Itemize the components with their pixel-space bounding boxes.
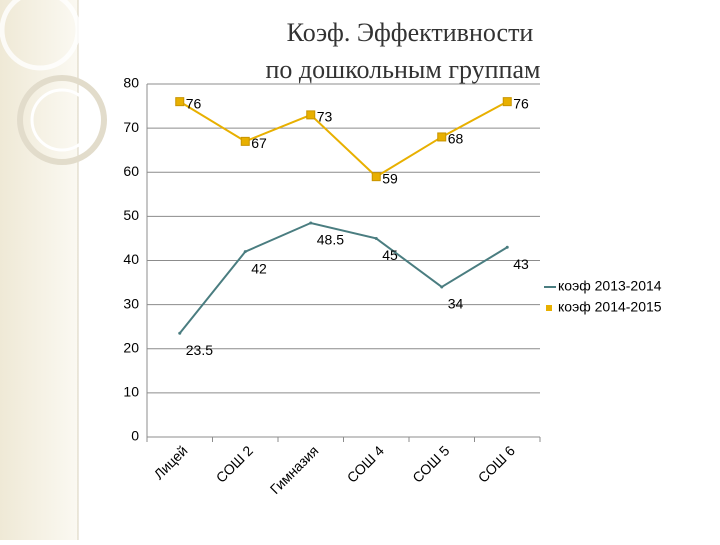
y-tick-label: 50 — [123, 207, 139, 223]
data-label: 76 — [186, 95, 202, 111]
y-tick-label: 80 — [123, 75, 139, 91]
x-tick-label: СОШ 2 — [213, 442, 256, 485]
data-label: 23.5 — [186, 342, 213, 358]
data-label: 43 — [513, 256, 529, 272]
data-label: 76 — [513, 95, 529, 111]
data-label: 34 — [448, 296, 464, 312]
point-marker — [240, 136, 250, 146]
decor-circle — [17, 75, 107, 165]
chart-subtitle: по дошкольным группам — [266, 55, 541, 84]
decor-circle — [30, 88, 94, 152]
series-line — [179, 100, 508, 178]
point — [243, 250, 247, 254]
x-tick-label: Лицей — [151, 442, 191, 482]
data-label: 67 — [251, 135, 267, 151]
decor-circle — [0, 0, 81, 71]
x-tick-label: СОШ 5 — [409, 442, 452, 485]
y-tick-label: 70 — [123, 119, 139, 135]
point — [374, 236, 378, 240]
x-tick-label: СОШ 6 — [475, 442, 518, 485]
data-label: 73 — [317, 109, 333, 125]
point-marker — [371, 172, 381, 182]
y-tick-label: 20 — [123, 339, 139, 355]
legend-label: коэф 2014-2015 — [558, 299, 662, 315]
point-marker — [306, 110, 316, 120]
legend-marker — [546, 305, 552, 311]
data-label: 42 — [251, 260, 267, 276]
y-tick-label: 0 — [131, 428, 139, 444]
chart-title: Коэф. Эффективности — [287, 18, 534, 47]
y-tick-label: 60 — [123, 163, 139, 179]
legend-label: коэф 2013-2014 — [558, 278, 662, 294]
point-marker — [437, 132, 447, 142]
point — [505, 245, 509, 249]
x-tick-label: Гимназия — [267, 442, 322, 497]
point — [309, 221, 313, 225]
data-label: 59 — [382, 170, 398, 186]
point — [178, 331, 182, 335]
series-line — [178, 221, 508, 334]
point — [440, 285, 444, 289]
y-tick-label: 10 — [123, 384, 139, 400]
y-tick-label: 40 — [123, 251, 139, 267]
x-tick-label: СОШ 4 — [344, 442, 387, 485]
data-label: 68 — [448, 131, 464, 147]
data-label: 48.5 — [317, 232, 344, 248]
data-label: 45 — [382, 247, 398, 263]
point-marker — [502, 97, 512, 107]
y-tick-label: 30 — [123, 295, 139, 311]
point-marker — [175, 97, 185, 107]
